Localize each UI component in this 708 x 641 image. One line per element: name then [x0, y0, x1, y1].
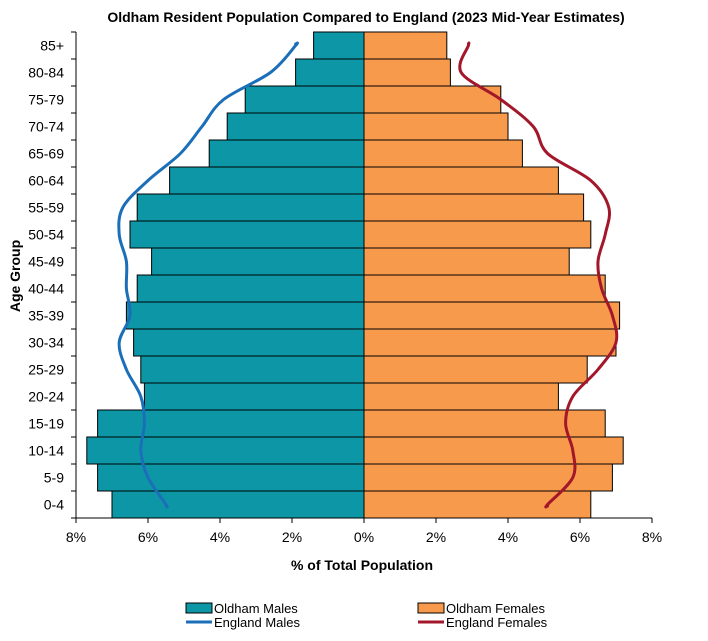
y-tick-labels: 0-4 5-9 10-14 15-19 20-24 25-29 30-34 35-39 40-4…: [28, 38, 64, 513]
bar-oldham-males-50-54: [129, 220, 365, 249]
y-tick-label-80-84: 80-84: [28, 65, 64, 81]
lines-group: [117, 41, 619, 509]
y-tick-label-75-79: 75-79: [28, 92, 64, 108]
bar-oldham-males-30-34: [133, 328, 365, 357]
y-tick-label-65-69: 65-69: [28, 146, 64, 162]
bar-oldham-females-0-4: [363, 490, 592, 519]
x-tick-labels: 8% 6% 4% 2% 0% 2% 4% 6% 8%: [66, 529, 662, 545]
y-tick-label-55-59: 55-59: [28, 200, 64, 216]
y-tick-label-70-74: 70-74: [28, 119, 64, 135]
bar-oldham-females-80-84: [363, 58, 451, 87]
legend-label-oldham-females: Oldham Females: [446, 601, 545, 616]
x-axis-title: % of Total Population: [291, 557, 433, 573]
x-tick-label: 8%: [642, 529, 662, 545]
x-tick-label: 4%: [210, 529, 230, 545]
bar-oldham-males-35-39: [125, 301, 365, 330]
bar-oldham-females-5-9: [363, 463, 613, 492]
y-axis-title: Age Group: [7, 240, 23, 312]
legend-swatch-oldham-females: [417, 602, 445, 614]
y-tick-label-15-19: 15-19: [28, 416, 64, 432]
bar-oldham-males-65-69: [208, 139, 365, 168]
y-tick-label-60-64: 60-64: [28, 173, 64, 189]
chart-title: Oldham Resident Population Compared to E…: [107, 9, 624, 25]
y-tick-label-50-54: 50-54: [28, 227, 64, 243]
x-tick-label: 4%: [498, 529, 518, 545]
x-tick-label: 2%: [282, 529, 302, 545]
y-tick-label-10-14: 10-14: [28, 443, 64, 459]
y-tick-label-40-44: 40-44: [28, 281, 64, 297]
line-england-females: [458, 41, 619, 509]
bar-oldham-males-0-4: [111, 490, 365, 519]
bar-oldham-males-75-79: [244, 85, 365, 114]
bar-oldham-females-25-29: [363, 355, 588, 384]
x-tick-label: 8%: [66, 529, 86, 545]
legend-label-england-females: England Females: [446, 615, 548, 630]
bar-oldham-females-50-54: [363, 220, 592, 249]
x-tick-label: 6%: [570, 529, 590, 545]
legend-label-england-males: England Males: [214, 615, 300, 630]
line-england-males: [117, 41, 299, 509]
bar-oldham-males-10-14: [86, 436, 365, 465]
bar-oldham-females-75-79: [363, 85, 502, 114]
bar-oldham-males-85: [313, 31, 365, 60]
bar-oldham-males-25-29: [140, 355, 365, 384]
legend-swatch-oldham-males: [185, 602, 213, 614]
y-tick-label-30-34: 30-34: [28, 335, 64, 351]
y-tick-label-45-49: 45-49: [28, 254, 64, 270]
bar-oldham-males-80-84: [295, 58, 365, 87]
bar-oldham-females-45-49: [363, 247, 570, 276]
x-tick-label: 6%: [138, 529, 158, 545]
bar-oldham-males-20-24: [143, 382, 365, 411]
bar-oldham-females-35-39: [363, 301, 621, 330]
x-tick-label: 0%: [354, 529, 374, 545]
bar-oldham-females-55-59: [363, 193, 585, 222]
bar-oldham-females-85: [363, 31, 448, 60]
y-tick-label-20-24: 20-24: [28, 389, 64, 405]
y-tick-label-85: 85+: [40, 38, 64, 54]
y-tick-label-35-39: 35-39: [28, 308, 64, 324]
axes-group: [71, 31, 653, 523]
bar-oldham-males-60-64: [169, 166, 365, 195]
bar-oldham-males-5-9: [97, 463, 365, 492]
bar-oldham-males-70-74: [226, 112, 365, 141]
bar-oldham-females-10-14: [363, 436, 624, 465]
y-tick-label-5-9: 5-9: [44, 470, 64, 486]
bar-oldham-males-45-49: [151, 247, 365, 276]
bar-oldham-females-15-19: [363, 409, 606, 438]
y-tick-label-25-29: 25-29: [28, 362, 64, 378]
bar-oldham-females-65-69: [363, 139, 523, 168]
bar-oldham-females-20-24: [363, 382, 559, 411]
bar-oldham-females-30-34: [363, 328, 617, 357]
bar-oldham-males-40-44: [136, 274, 365, 303]
legend-label-oldham-males: Oldham Males: [214, 601, 298, 616]
bar-oldham-males-15-19: [97, 409, 365, 438]
bar-oldham-females-40-44: [363, 274, 606, 303]
bar-oldham-males-55-59: [136, 193, 365, 222]
bars-group: [86, 31, 624, 519]
y-tick-label-0-4: 0-4: [44, 497, 64, 513]
legend: Oldham Males Oldham Females England Males E…: [185, 601, 548, 630]
bar-oldham-females-70-74: [363, 112, 509, 141]
x-tick-label: 2%: [426, 529, 446, 545]
bar-oldham-females-60-64: [363, 166, 559, 195]
